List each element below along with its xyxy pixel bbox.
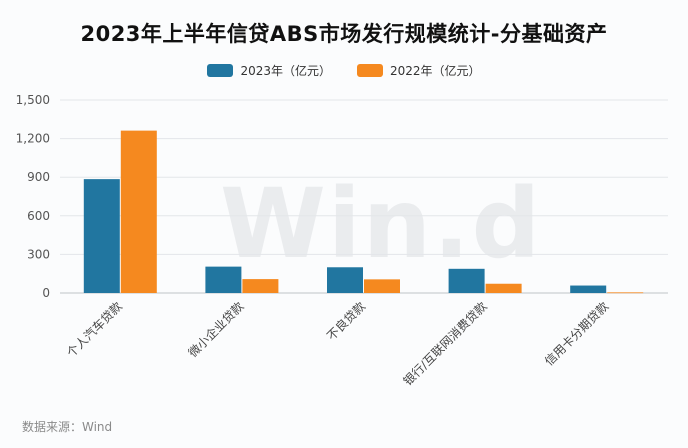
bar-2023 bbox=[327, 267, 363, 293]
bar-2023 bbox=[448, 268, 485, 293]
legend-label-2023: 2023年（亿元） bbox=[240, 64, 331, 78]
legend-swatch-2023 bbox=[207, 64, 234, 77]
x-category-label: 信用卡分期贷款 bbox=[542, 299, 611, 368]
legend-swatch-2022 bbox=[357, 64, 383, 77]
y-tick-label: 300 bbox=[27, 247, 50, 261]
bar-2023 bbox=[205, 266, 242, 293]
bar-2022 bbox=[485, 283, 522, 293]
y-tick-label: 600 bbox=[27, 209, 50, 223]
wind-watermark: Win.d bbox=[220, 168, 543, 280]
legend-item-2022[interactable]: 2022年（亿元） bbox=[357, 62, 481, 79]
legend-item-2023[interactable]: 2023年（亿元） bbox=[207, 62, 331, 79]
bar-2022 bbox=[242, 279, 279, 293]
bar-2022 bbox=[607, 292, 644, 294]
x-category-label: 个人汽车贷款 bbox=[63, 299, 125, 361]
y-tick-label: 900 bbox=[27, 170, 50, 184]
bar-2022 bbox=[364, 279, 400, 293]
data-source-note: 数据来源：Wind bbox=[22, 420, 113, 434]
bar-2023 bbox=[570, 285, 607, 293]
y-tick-label: 0 bbox=[42, 286, 50, 300]
bar-2023 bbox=[83, 179, 120, 293]
bar-2022 bbox=[120, 130, 157, 293]
y-tick-label: 1,500 bbox=[16, 93, 50, 107]
chart-title: 2023年上半年信贷ABS市场发行规模统计-分基础资产 bbox=[80, 22, 608, 46]
y-tick-label: 1,200 bbox=[16, 132, 50, 146]
legend: 2023年（亿元） 2022年（亿元） bbox=[0, 62, 688, 79]
x-category-label: 不良贷款 bbox=[324, 299, 369, 344]
legend-label-2022: 2022年（亿元） bbox=[390, 64, 481, 78]
x-category-label: 银行/互联网消费贷款 bbox=[401, 299, 490, 388]
x-category-label: 微小企业贷款 bbox=[185, 299, 247, 361]
